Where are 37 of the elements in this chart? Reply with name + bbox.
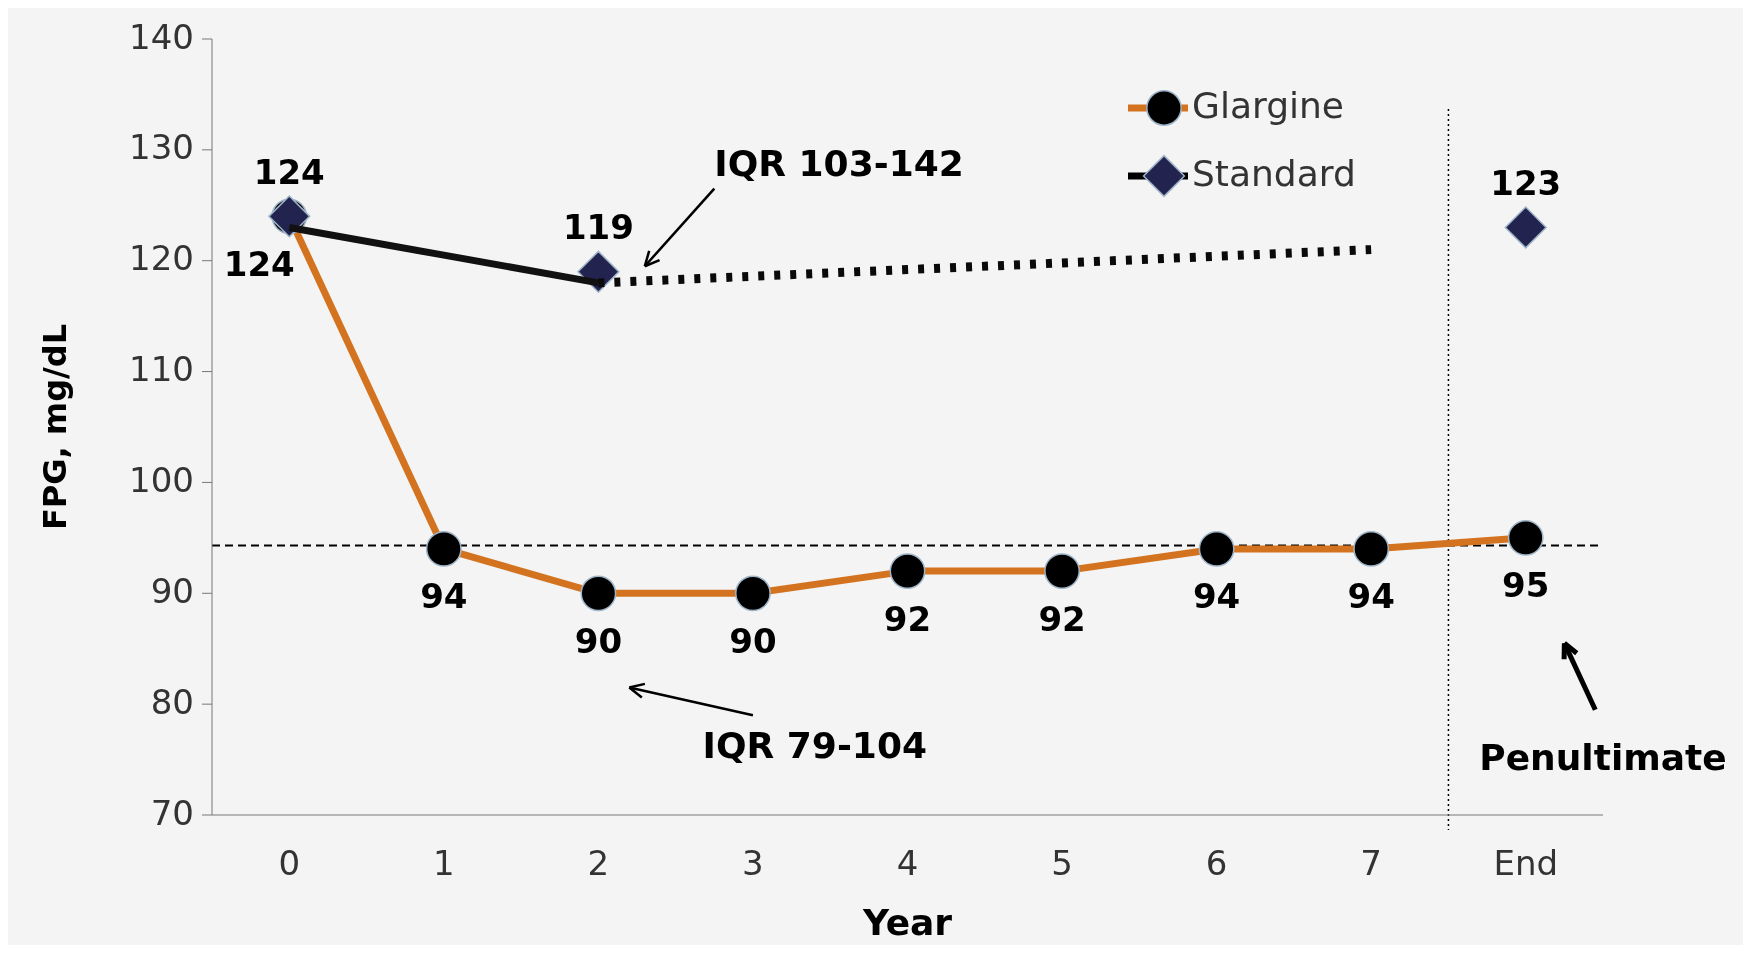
x-tick-label: 1 bbox=[433, 843, 455, 883]
data-label: 95 bbox=[1502, 565, 1550, 606]
y-tick-label: 90 bbox=[150, 570, 194, 611]
data-label: 119 bbox=[562, 207, 634, 248]
y-tick-label: 70 bbox=[150, 792, 194, 833]
x-tick-label: 4 bbox=[896, 843, 919, 883]
data-label: 94 bbox=[1347, 576, 1395, 617]
x-tick-label: 6 bbox=[1205, 843, 1228, 883]
data-label: 92 bbox=[883, 598, 932, 639]
x-tick-label: 0 bbox=[278, 843, 301, 883]
legend-label: Glargine bbox=[1192, 85, 1344, 126]
data-label: 124 bbox=[253, 151, 325, 192]
y-tick-label: 100 bbox=[129, 459, 194, 500]
data-label: 94 bbox=[1192, 576, 1241, 617]
data-label: 94 bbox=[420, 576, 468, 617]
x-tick-label: 3 bbox=[742, 843, 764, 883]
y-tick-label: 80 bbox=[150, 681, 194, 722]
x-tick-label: 7 bbox=[1360, 843, 1382, 883]
point bbox=[1504, 206, 1547, 249]
data-label: 124 bbox=[223, 243, 295, 284]
data-label: 90 bbox=[729, 620, 777, 661]
x-tick-label: 2 bbox=[587, 843, 610, 883]
annotation: IQR 79-104 bbox=[702, 725, 927, 767]
x-tick-label: End bbox=[1493, 843, 1559, 883]
y-tick-label: 110 bbox=[129, 349, 194, 390]
annotation: Penultimate bbox=[1479, 736, 1727, 778]
y-axis-title: FPG, mg/dL bbox=[36, 323, 74, 531]
x-axis-title: Year bbox=[861, 902, 953, 943]
annotation: IQR 103-142 bbox=[714, 143, 964, 185]
y-tick-label: 140 bbox=[129, 16, 194, 57]
data-label: 92 bbox=[1038, 598, 1086, 639]
y-tick-label: 120 bbox=[129, 238, 194, 279]
data-label: 90 bbox=[574, 620, 623, 661]
data-label: 123 bbox=[1490, 162, 1562, 203]
y-tick-label: 130 bbox=[129, 127, 194, 168]
legend-label: Standard bbox=[1192, 153, 1356, 194]
x-tick-label: 5 bbox=[1051, 843, 1073, 883]
